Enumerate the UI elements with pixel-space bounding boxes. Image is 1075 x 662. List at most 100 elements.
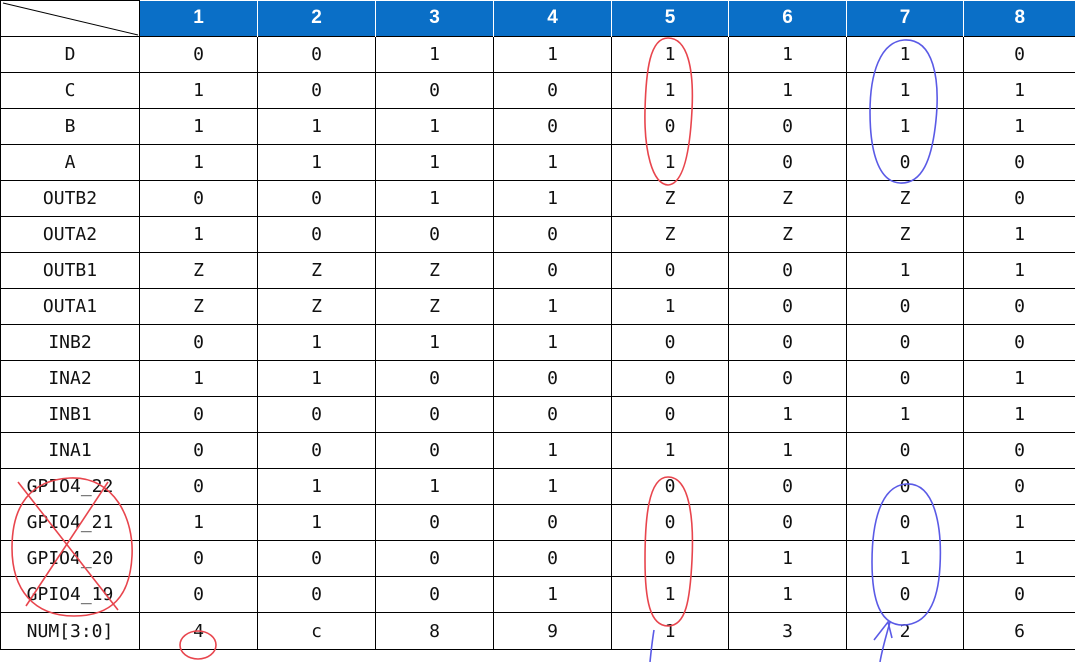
row-label: GPIO4_19: [0, 576, 140, 613]
table-cell: 1: [257, 504, 376, 541]
table-cell: 0: [611, 360, 729, 397]
table-cell: 0: [139, 36, 258, 73]
table-cell: Z: [846, 216, 964, 253]
table-cell: 1: [611, 576, 729, 613]
table-cell: 0: [375, 504, 494, 541]
table-cell: 1: [493, 468, 612, 505]
table-cell: 0: [139, 324, 258, 361]
table-cell: 0: [728, 288, 847, 325]
table-cell: 1: [611, 288, 729, 325]
column-header-2: 2: [257, 0, 376, 37]
table-cell: 1: [846, 396, 964, 433]
table-cell: 0: [493, 504, 612, 541]
table-cell: 0: [493, 252, 612, 289]
column-header-5: 5: [611, 0, 729, 37]
table-cell: 1: [375, 468, 494, 505]
table-cell: 0: [963, 36, 1075, 73]
table-cell: 1: [728, 36, 847, 73]
table-cell: 1: [963, 360, 1075, 397]
column-header-8: 8: [963, 0, 1075, 37]
table-cell: 0: [257, 540, 376, 577]
column-header-6: 6: [728, 0, 847, 37]
table-cell: 1: [846, 36, 964, 73]
table-cell: 0: [846, 144, 964, 181]
table-cell: 0: [139, 180, 258, 217]
table-row: INA1 0 0 0 1 1 1 0 0: [0, 432, 1075, 469]
table-cell: 0: [963, 576, 1075, 613]
table-cell: c: [257, 612, 376, 650]
table-cell: 2: [846, 612, 964, 650]
table-cell: 1: [963, 108, 1075, 145]
row-label: GPIO4_20: [0, 540, 140, 577]
table-cell: 1: [375, 144, 494, 181]
table-cell: 1: [375, 36, 494, 73]
table-cell: 0: [493, 108, 612, 145]
table-cell: 0: [257, 72, 376, 109]
table-cell: 0: [257, 432, 376, 469]
table-cell: 0: [611, 108, 729, 145]
table-cell: 0: [611, 540, 729, 577]
table-cell: 1: [728, 540, 847, 577]
table-cell: 1: [611, 432, 729, 469]
row-label: INA1: [0, 432, 140, 469]
table-cell: 0: [611, 504, 729, 541]
table-cell: Z: [611, 216, 729, 253]
table-cell: 0: [375, 360, 494, 397]
table-cell: 1: [963, 504, 1075, 541]
table-cell: 0: [728, 504, 847, 541]
table-cell: 0: [846, 324, 964, 361]
table-cell: 0: [493, 540, 612, 577]
table-cell: 1: [728, 396, 847, 433]
table-cell: 0: [611, 324, 729, 361]
table-cell: 0: [493, 396, 612, 433]
table-cell: 1: [963, 252, 1075, 289]
table-row: GPIO4_20 0 0 0 0 0 1 1 1: [0, 540, 1075, 577]
row-label: GPIO4_22: [0, 468, 140, 505]
table-cell: 0: [846, 432, 964, 469]
row-label: A: [0, 144, 140, 181]
column-header-1: 1: [139, 0, 258, 37]
table-cell: 0: [139, 396, 258, 433]
table-cell: 0: [846, 288, 964, 325]
table-cell: 0: [611, 396, 729, 433]
row-label: INA2: [0, 360, 140, 397]
table-cell: Z: [257, 288, 376, 325]
row-label: NUM[3:0]: [0, 612, 140, 650]
table-cell: 1: [257, 144, 376, 181]
table-cell: 1: [493, 36, 612, 73]
table-row: INB1 0 0 0 0 0 1 1 1: [0, 396, 1075, 433]
table-cell: 0: [375, 396, 494, 433]
table-row: NUM[3:0] 4 c 8 9 1 3 2 6: [0, 612, 1075, 650]
table-cell: 0: [728, 252, 847, 289]
table-cell: 1: [375, 324, 494, 361]
table-cell: 1: [611, 72, 729, 109]
table-cell: 8: [375, 612, 494, 650]
table-cell: 1: [493, 144, 612, 181]
table-cell: 1: [139, 504, 258, 541]
table-cell: 0: [846, 576, 964, 613]
table-cell: 1: [493, 324, 612, 361]
table-cell: 0: [257, 396, 376, 433]
corner-cell: [0, 0, 140, 37]
table-cell: 0: [257, 36, 376, 73]
table-cell: 1: [846, 108, 964, 145]
table-cell: 0: [728, 360, 847, 397]
table-cell: 3: [728, 612, 847, 650]
table-cell: 1: [493, 288, 612, 325]
table-cell: Z: [375, 288, 494, 325]
table-row: OUTB2 0 0 1 1 Z Z Z 0: [0, 180, 1075, 217]
table-cell: 0: [963, 468, 1075, 505]
table-cell: 1: [611, 612, 729, 650]
table-cell: 0: [257, 216, 376, 253]
table-cell: 0: [963, 144, 1075, 181]
diagonal-divider: [2, 2, 139, 36]
table-cell: 0: [846, 360, 964, 397]
table-cell: 0: [846, 504, 964, 541]
table-cell: Z: [846, 180, 964, 217]
table-cell: Z: [728, 216, 847, 253]
table-cell: Z: [139, 252, 258, 289]
table-cell: 0: [375, 432, 494, 469]
table-cell: 0: [493, 216, 612, 253]
